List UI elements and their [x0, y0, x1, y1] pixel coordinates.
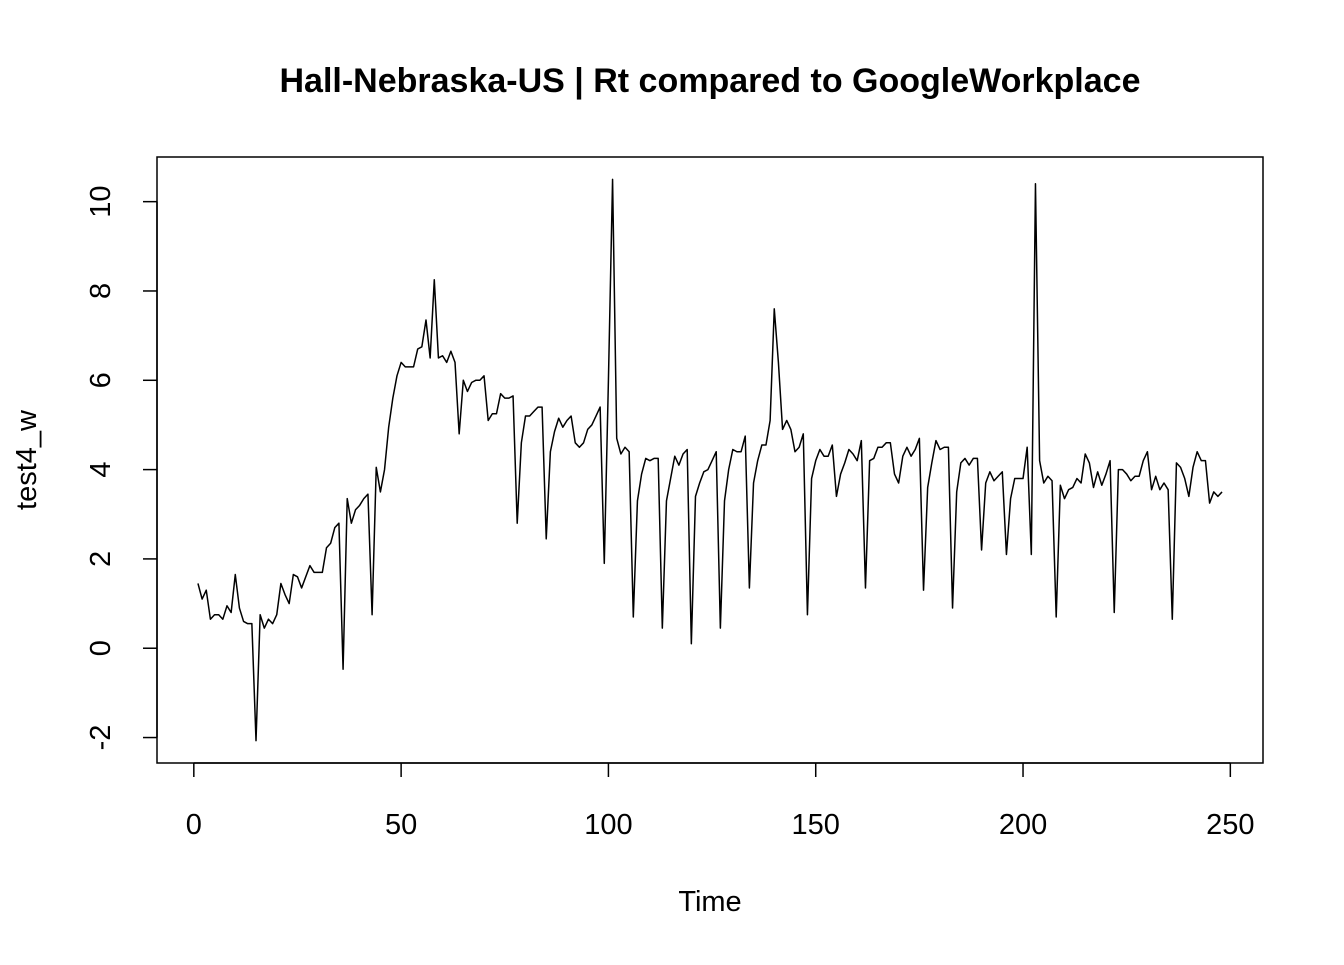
y-tick-label: 6	[85, 372, 117, 388]
y-tick-label: 0	[85, 640, 117, 656]
plot-frame	[156, 156, 1264, 764]
x-tick-label: 250	[1206, 809, 1254, 841]
y-tick-label: 8	[85, 283, 117, 299]
x-tick-label: 150	[792, 809, 840, 841]
series-line	[197, 178, 1223, 742]
x-tick-label: 0	[186, 809, 202, 841]
x-axis-label: Time	[678, 886, 741, 918]
x-tick-label: 100	[584, 809, 632, 841]
x-tick-label: 50	[385, 809, 417, 841]
chart-title: Hall-Nebraska-US | Rt compared to Google…	[280, 62, 1141, 100]
y-tick-label: 4	[85, 462, 117, 478]
x-tick-label: 200	[999, 809, 1047, 841]
y-tick-label: 2	[85, 551, 117, 567]
y-axis-label: test4_w	[11, 409, 43, 510]
y-tick-label: -2	[85, 725, 117, 751]
y-tick-label: 10	[85, 186, 117, 218]
